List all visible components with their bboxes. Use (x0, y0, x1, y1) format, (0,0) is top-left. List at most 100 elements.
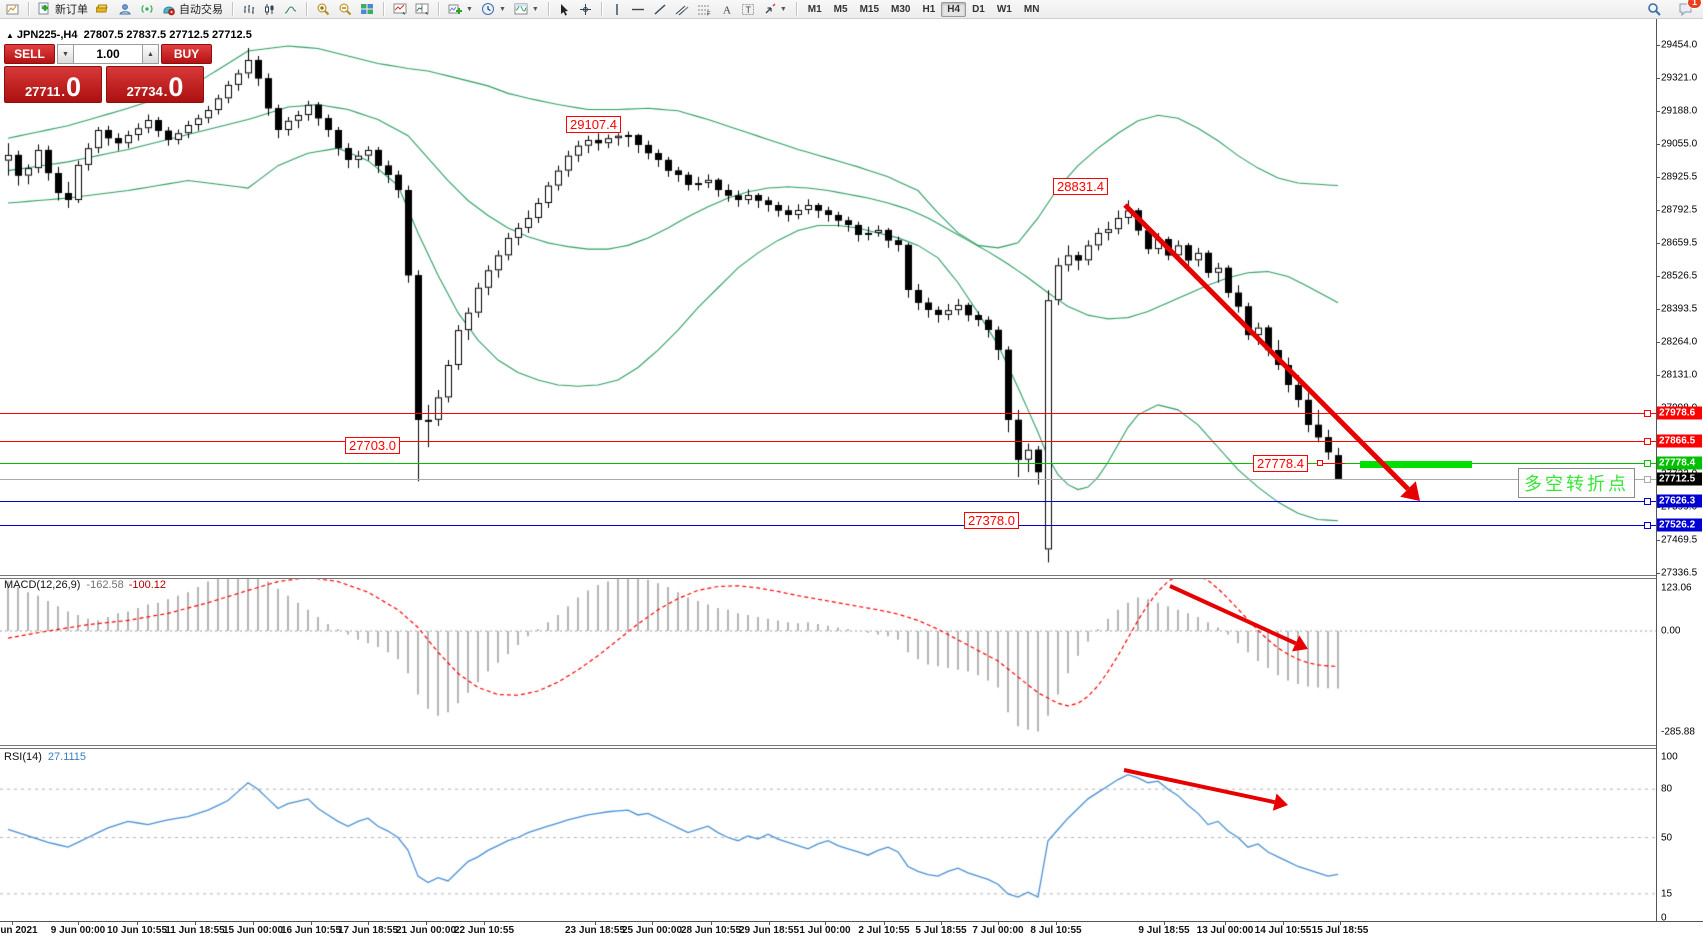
symbol-ohlc: 27807.5 27837.5 27712.5 27712.5 (83, 29, 252, 41)
tick-mark (1656, 176, 1660, 178)
new-order-button[interactable]: 新订单 (34, 0, 92, 19)
horizontal-line-27778.4-handle[interactable] (1644, 459, 1651, 467)
note-text-box[interactable]: 多空转折点 (1518, 468, 1635, 498)
search-icon[interactable] (1643, 0, 1666, 19)
horizontal-line-27526.2-handle[interactable] (1644, 522, 1651, 530)
timeframe-button-h4[interactable]: H4 (941, 1, 967, 17)
time-axis-label: 14 Jul 10:55 (1254, 925, 1312, 936)
text-label-tool[interactable]: T (737, 1, 759, 18)
sell-price-display[interactable]: 27711. 0 (4, 66, 102, 103)
template-button[interactable]: ▼ (510, 0, 543, 18)
annotation-connector (1323, 463, 1345, 464)
horizontal-line-tool[interactable] (627, 1, 649, 18)
macd-indicator-label: MACD(12,26,9) -162.58 -100.12 (4, 579, 167, 591)
tick-mark (12, 921, 13, 925)
collapse-triangle-icon[interactable]: ▲ (6, 31, 14, 40)
price-axis-tick: 27469.5 (1661, 534, 1698, 546)
tick-mark (595, 921, 596, 925)
timeframe-button-m1[interactable]: M1 (807, 3, 822, 15)
chevron-down-icon: ▼ (466, 5, 473, 13)
timeframe-button-h1[interactable]: H1 (922, 3, 936, 15)
market-watch-icon[interactable] (92, 0, 114, 18)
horizontal-line-27778.4-price-tag[interactable]: 27778.4 (1657, 456, 1702, 470)
autotrade-button[interactable]: 自动交易 (158, 0, 227, 19)
volume-increase-button[interactable]: ▲ (142, 44, 159, 64)
profile-icon[interactable] (114, 0, 136, 18)
zoom-in-icon[interactable] (312, 0, 334, 18)
current-price-line-price-tag[interactable]: 27712.5 (1657, 472, 1702, 486)
rsi-panel-resize-handle[interactable] (0, 745, 1656, 749)
time-axis-label: 7 Jul 00:00 (972, 925, 1024, 936)
timeframe-button-d1[interactable]: D1 (972, 3, 985, 15)
horizontal-line-27626.3[interactable] (0, 500, 1656, 502)
time-axis-label: 29 Jun 18:55 (738, 925, 800, 936)
tick-mark (1656, 243, 1660, 244)
timeframe-button-m30[interactable]: M30 (891, 3, 911, 15)
tick-mark (1056, 921, 1057, 925)
timeframe-button-mn[interactable]: MN (1023, 3, 1040, 15)
price-annotation-29107.4[interactable]: 29107.4 (566, 116, 621, 133)
current-price-line[interactable] (0, 479, 1656, 481)
volume-input[interactable]: 1.00 (74, 44, 142, 64)
horizontal-line-27978.6-price-tag[interactable]: 27978.6 (1657, 406, 1702, 420)
line-chart-icon[interactable] (280, 1, 301, 18)
trendline-tool[interactable] (649, 1, 671, 18)
cursor-tool[interactable] (554, 1, 575, 18)
support-highlight-bar[interactable] (1360, 461, 1472, 468)
price-annotation-28831.4[interactable]: 28831.4 (1053, 178, 1108, 195)
vertical-line-tool[interactable] (607, 1, 627, 18)
data-window-icon[interactable] (411, 0, 433, 18)
signal-icon[interactable] (136, 0, 158, 18)
horizontal-line-27626.3-price-tag[interactable]: 27626.3 (1657, 494, 1702, 507)
timeframe-button-w1[interactable]: W1 (996, 3, 1012, 15)
timeframe-button-m15[interactable]: M15 (859, 3, 880, 15)
horizontal-line-27778.4[interactable] (0, 462, 1656, 464)
indicator-window-icon[interactable] (389, 0, 411, 18)
sell-button[interactable]: SELL (4, 44, 55, 64)
channel-tool[interactable] (671, 1, 693, 18)
period-clock-button[interactable]: ▼ (477, 0, 510, 18)
price-annotation-27378.0[interactable]: 27378.0 (964, 512, 1019, 529)
horizontal-line-27626.3-handle[interactable] (1644, 497, 1651, 505)
arrows-tool[interactable]: ▼ (759, 1, 791, 18)
crosshair-tool[interactable] (575, 1, 596, 18)
horizontal-line-27978.6-handle[interactable] (1644, 409, 1651, 417)
text-tool[interactable]: A (716, 1, 737, 18)
buy-price-display[interactable]: 27734. 0 (106, 66, 204, 103)
indicator-axis-tick: 100 (1661, 751, 1678, 763)
price-annotation-27703.0[interactable]: 27703.0 (345, 437, 400, 454)
symbol-name: JPN225-,H4 (16, 29, 78, 41)
tick-mark (195, 921, 196, 925)
price-annotation-27778.4[interactable]: 27778.4 (1253, 455, 1308, 472)
horizontal-line-27978.6[interactable] (0, 412, 1656, 414)
zoom-out-icon[interactable] (334, 0, 356, 18)
svg-text:T: T (745, 5, 751, 15)
tile-windows-icon[interactable] (356, 0, 378, 18)
time-axis-label: 23 Jun 18:55 (564, 925, 626, 936)
current-price-line-handle[interactable] (1644, 476, 1651, 484)
chevron-down-icon: ▼ (531, 5, 539, 13)
buy-button[interactable]: BUY (161, 44, 212, 64)
tick-mark (1656, 539, 1660, 541)
price-axis-tick: 28659.5 (1661, 237, 1698, 249)
svg-text:A: A (723, 4, 731, 16)
macd-panel-resize-handle[interactable] (0, 575, 1656, 579)
horizontal-line-27866.5-handle[interactable] (1644, 437, 1651, 445)
horizontal-line-27526.2-price-tag[interactable]: 27526.2 (1657, 518, 1702, 532)
add-indicator-button[interactable]: ▼ (444, 0, 477, 18)
horizontal-line-27866.5[interactable] (0, 440, 1656, 442)
candlestick-chart-icon[interactable] (259, 1, 280, 18)
fibonacci-tool[interactable]: F (693, 1, 716, 18)
horizontal-line-27866.5-price-tag[interactable]: 27866.5 (1657, 434, 1702, 448)
tick-mark (884, 921, 885, 925)
tick-mark (253, 921, 254, 925)
timeframe-button-m5[interactable]: M5 (833, 3, 848, 15)
chat-icon[interactable]: 1 (1674, 0, 1702, 18)
bar-chart-icon[interactable] (238, 1, 259, 18)
chart-window-icon[interactable] (2, 1, 23, 18)
volume-decrease-button[interactable]: ▼ (57, 44, 74, 64)
time-axis-label: 10 Jun 10:55 (106, 925, 168, 936)
indicator-axis-tick: 80 (1661, 783, 1673, 795)
horizontal-line-27526.2[interactable] (0, 525, 1656, 527)
